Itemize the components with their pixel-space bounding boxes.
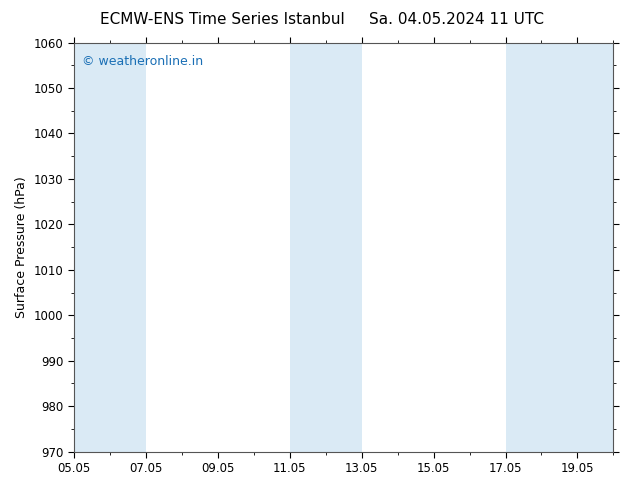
Bar bbox=[326, 43, 361, 452]
Bar bbox=[110, 43, 146, 452]
Text: Sa. 04.05.2024 11 UTC: Sa. 04.05.2024 11 UTC bbox=[369, 12, 544, 27]
Bar bbox=[541, 43, 578, 452]
Bar bbox=[290, 43, 326, 452]
Bar bbox=[578, 43, 614, 452]
Text: ECMW-ENS Time Series Istanbul: ECMW-ENS Time Series Istanbul bbox=[100, 12, 344, 27]
Text: © weatheronline.in: © weatheronline.in bbox=[82, 55, 203, 68]
Y-axis label: Surface Pressure (hPa): Surface Pressure (hPa) bbox=[15, 176, 28, 318]
Bar bbox=[505, 43, 541, 452]
Bar bbox=[74, 43, 110, 452]
